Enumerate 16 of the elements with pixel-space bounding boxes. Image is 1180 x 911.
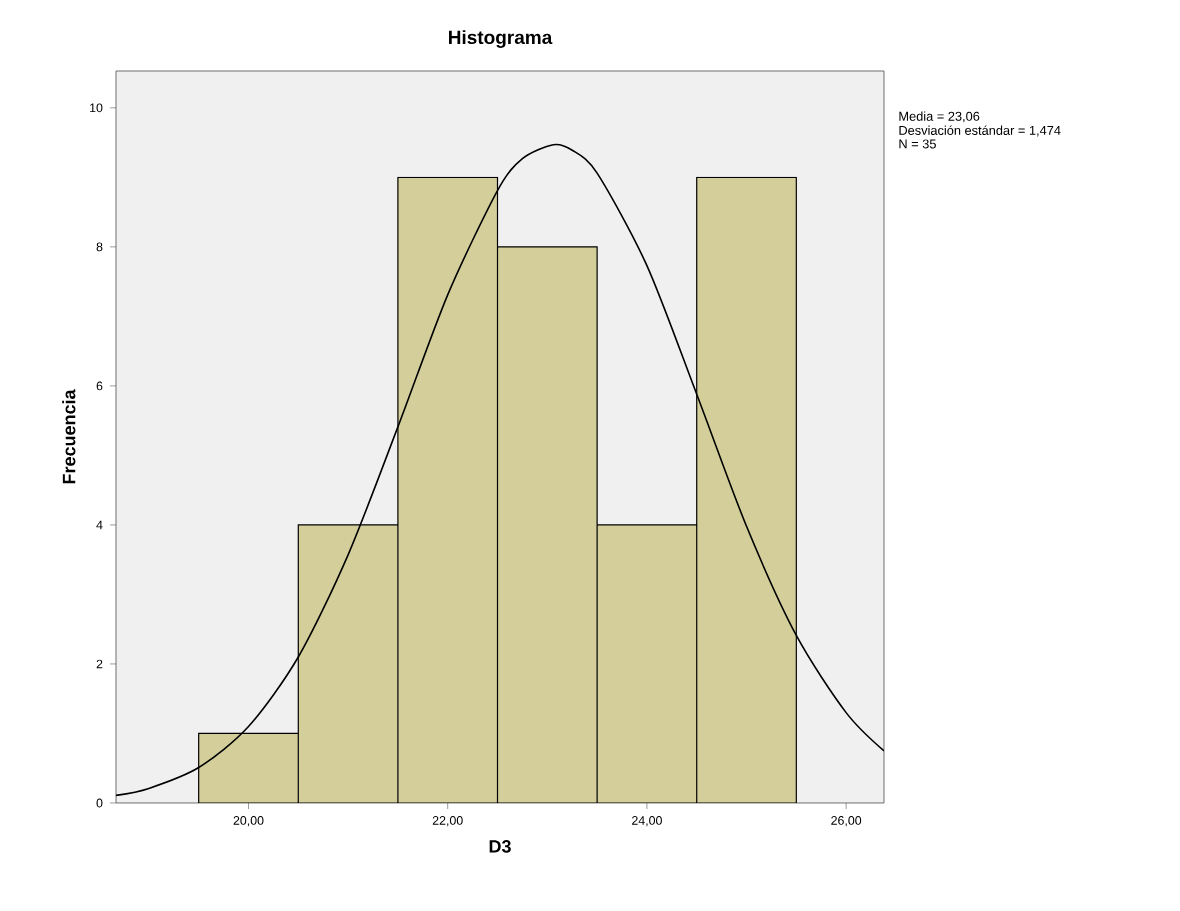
y-tick-label: 10 [90, 103, 103, 113]
y-axis-title: Frecuencia [62, 389, 76, 484]
y-tick-label: 0 [96, 798, 103, 808]
y-tick-label: 2 [96, 659, 103, 669]
x-tick-label: 24,00 [632, 816, 662, 827]
x-tick-label: 22,00 [432, 816, 463, 827]
text: Desviación estándar = 1,474 [899, 125, 1061, 137]
chart-title: Histograma [449, 30, 553, 48]
y-tick-label: 8 [96, 242, 103, 252]
text: Media = 23,06 [899, 111, 980, 123]
x-tick-label: 26,00 [831, 816, 862, 827]
y-tick-label: 6 [96, 381, 103, 391]
y-tick-label: 4 [96, 520, 103, 530]
text: N = 35 [899, 139, 936, 149]
x-tick-label: 20,00 [233, 816, 264, 827]
x-axis-title: D3 [489, 840, 511, 853]
